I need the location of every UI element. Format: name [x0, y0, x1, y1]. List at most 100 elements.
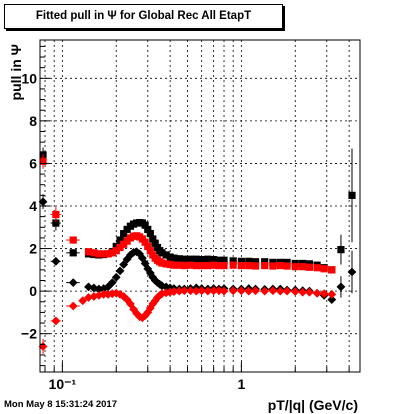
data-point	[112, 247, 120, 255]
data-point	[169, 287, 179, 296]
data-point	[52, 219, 60, 227]
data-point	[122, 254, 132, 264]
data-point	[282, 286, 292, 296]
data-point	[251, 262, 260, 270]
data-point	[269, 258, 277, 266]
data-point	[214, 286, 224, 296]
data-point	[69, 236, 77, 244]
data-point	[180, 261, 188, 270]
data-point	[162, 260, 170, 268]
data-point	[237, 257, 245, 265]
data-point	[320, 265, 328, 273]
data-point	[68, 301, 78, 311]
data-point	[261, 261, 269, 270]
data-point	[89, 283, 99, 293]
data-point	[337, 246, 345, 254]
data-point	[151, 239, 159, 247]
data-point	[146, 230, 154, 238]
y-tick-label: 0	[29, 283, 37, 299]
data-point	[298, 287, 308, 297]
data-point	[166, 260, 174, 269]
data-point	[251, 286, 260, 296]
data-point	[132, 247, 142, 257]
data-point	[115, 266, 125, 276]
data-point	[347, 267, 357, 277]
data-point	[158, 259, 166, 267]
data-point	[162, 251, 170, 259]
data-point	[170, 254, 178, 262]
data-point	[268, 286, 278, 296]
data-point	[276, 261, 284, 270]
data-point	[260, 286, 270, 296]
data-point	[138, 313, 147, 323]
data-point	[52, 210, 60, 219]
data-point	[245, 257, 253, 265]
data-point	[158, 249, 166, 257]
data-point	[69, 249, 77, 257]
data-point	[95, 250, 103, 258]
data-point	[290, 287, 300, 296]
data-point	[186, 261, 195, 269]
data-point	[90, 249, 98, 257]
data-point	[269, 262, 277, 270]
chart-title: Fitted pull in Ψ for Global Rec All Etap…	[35, 10, 252, 22]
data-point	[175, 255, 183, 263]
data-point	[108, 249, 116, 257]
data-point	[150, 276, 160, 285]
data-point	[180, 255, 188, 263]
data-point	[275, 286, 285, 296]
data-point	[104, 250, 112, 258]
data-point	[192, 261, 200, 270]
data-point	[210, 261, 218, 269]
data-series	[39, 153, 336, 274]
data-point	[186, 255, 195, 263]
data-point	[112, 242, 120, 251]
data-point	[203, 286, 213, 296]
data-point	[197, 286, 207, 296]
data-point	[336, 282, 346, 292]
data-point	[236, 286, 246, 296]
data-point	[229, 257, 237, 265]
data-point	[141, 221, 149, 229]
data-point	[78, 296, 88, 306]
data-point	[245, 261, 253, 270]
data-point	[215, 261, 223, 270]
data-point	[111, 272, 121, 282]
data-point	[327, 289, 337, 299]
data-point	[89, 292, 99, 301]
data-point	[94, 284, 104, 294]
data-point	[149, 235, 157, 243]
data-point	[116, 236, 124, 244]
data-point	[228, 286, 238, 296]
data-point	[186, 286, 195, 296]
axes: 10⁻¹ 1 −2 0 2 4 6 8 10	[21, 45, 350, 392]
y-tick-label: 2	[29, 241, 37, 257]
x-tick-label: 10⁻¹	[49, 376, 77, 392]
data-point	[251, 258, 260, 266]
data-point	[283, 258, 291, 266]
data-point	[174, 286, 184, 296]
data-point	[51, 316, 61, 326]
data-point	[319, 289, 329, 299]
data-series	[38, 286, 337, 354]
data-point	[237, 261, 245, 270]
x-tick-label: 1	[237, 376, 245, 392]
footer-timestamp: Mon May 8 15:31:24 2017	[4, 399, 118, 410]
data-point	[99, 289, 109, 299]
data-point	[312, 288, 322, 298]
data-point	[327, 295, 337, 305]
y-tick-label: 4	[29, 198, 37, 214]
grid-lines	[40, 40, 360, 372]
data-point	[145, 268, 155, 278]
data-point	[215, 256, 223, 264]
data-point	[219, 286, 229, 296]
data-point	[348, 191, 356, 199]
data-point	[120, 230, 128, 238]
x-axis-title: pT/|q| (GeV/c)	[268, 397, 358, 413]
data-point	[166, 253, 174, 261]
data-point	[198, 261, 206, 270]
data-point	[175, 261, 183, 269]
data-point	[204, 255, 212, 263]
data-point	[170, 261, 178, 269]
y-axis-title: pull in Ψ	[8, 44, 24, 100]
